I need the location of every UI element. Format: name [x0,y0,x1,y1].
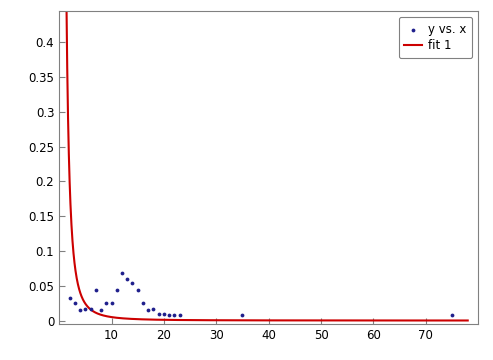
y vs. x [107,300,115,306]
y vs. x [97,307,105,313]
fit 1 [379,318,385,323]
fit 1 [453,318,459,323]
y vs. x [448,312,456,318]
y vs. x [165,312,173,318]
y vs. x [129,280,137,286]
fit 1 [453,318,459,323]
fit 1 [465,318,471,323]
y vs. x [103,300,110,306]
y vs. x [113,287,121,293]
y vs. x [92,287,100,293]
Legend: y vs. x, fit 1: y vs. x, fit 1 [398,17,472,58]
y vs. x [76,307,84,313]
y vs. x [176,312,183,318]
y vs. x [118,270,126,276]
y vs. x [71,300,79,306]
Line: fit 1: fit 1 [65,0,468,320]
y vs. x [123,276,131,282]
y vs. x [171,312,178,318]
y vs. x [149,306,157,312]
y vs. x [144,307,152,313]
fit 1 [257,318,263,323]
y vs. x [66,295,73,301]
fit 1 [82,301,88,305]
y vs. x [81,306,89,312]
y vs. x [134,287,141,293]
y vs. x [155,311,163,316]
y vs. x [160,311,168,316]
y vs. x [239,312,246,318]
y vs. x [87,306,95,312]
fit 1 [247,318,253,323]
y vs. x [139,300,147,306]
